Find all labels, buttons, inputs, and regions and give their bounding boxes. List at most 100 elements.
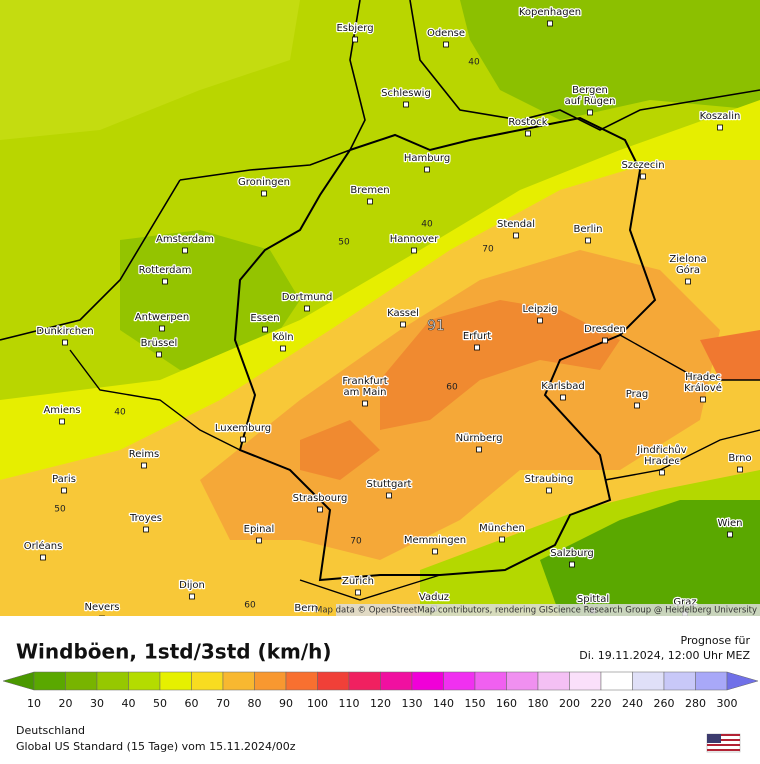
- city-label: Králové: [684, 382, 722, 394]
- city-label: Salzburg: [550, 548, 593, 559]
- city-marker: [256, 537, 262, 544]
- colorbar-tick-label: 40: [122, 697, 136, 710]
- city-label: Kassel: [387, 308, 419, 319]
- attribution: Map data © OpenStreetMap contributors, r…: [315, 606, 757, 616]
- city-label: Jindřichův: [636, 444, 686, 456]
- city-label: Luxemburg: [215, 423, 271, 434]
- city-marker: [634, 402, 640, 409]
- attribution-bg: [336, 604, 760, 616]
- colorbar-tick-label: 220: [591, 697, 612, 710]
- colorbar-segment: [695, 671, 728, 691]
- colorbar-segment: [191, 671, 224, 691]
- contour-label: 70: [482, 245, 494, 255]
- city-marker: [737, 466, 743, 473]
- colorbar-segment: [348, 671, 381, 691]
- city-marker: [474, 344, 480, 351]
- city-label: Orléans: [24, 540, 63, 552]
- germany-border: [233, 116, 657, 582]
- colorbar-tick-label: 260: [654, 697, 675, 710]
- colorbar-tick-label: 10: [27, 697, 41, 710]
- colorbar-segment: [285, 671, 318, 691]
- city-marker: [560, 394, 566, 401]
- city-label: Straubing: [525, 474, 574, 485]
- city-marker: [640, 173, 646, 180]
- city-label: Brüssel: [141, 338, 178, 349]
- colorbar-tick-label: 110: [339, 697, 360, 710]
- region: Deutschland: [16, 724, 85, 737]
- city-label: Amsterdam: [156, 234, 214, 245]
- city-marker: [352, 36, 358, 43]
- city-label: Dijon: [179, 580, 205, 591]
- city-label: Nürnberg: [456, 433, 503, 444]
- city-marker: [499, 536, 505, 543]
- contour-label: 50: [338, 238, 350, 248]
- colorbar-tick-label: 140: [433, 697, 454, 710]
- city-marker: [61, 487, 67, 494]
- city-label: Bergen: [572, 85, 608, 96]
- city-marker: [659, 469, 665, 476]
- colorbar-segment: [380, 671, 413, 691]
- model-run: Global US Standard (15 Tage) vom 15.11.2…: [16, 740, 296, 753]
- colorbar-tick-label: 280: [685, 697, 706, 710]
- colorbar-segment: [33, 671, 66, 691]
- forecast-time: Di. 19.11.2024, 12:00 Uhr MEZ: [579, 649, 750, 662]
- city-label: Schleswig: [381, 88, 431, 99]
- colorbar-segment: [569, 671, 602, 691]
- us-flag: [706, 733, 741, 753]
- colorbar-tick-label: 60: [185, 697, 199, 710]
- country-border: [69, 334, 760, 601]
- colorbar-tick-label: 130: [402, 697, 423, 710]
- city-label: Berlin: [573, 224, 602, 235]
- city-label: München: [479, 523, 525, 534]
- city-marker: [443, 41, 449, 48]
- colorbar-segment: [65, 671, 98, 691]
- city-label: Strasbourg: [293, 493, 348, 504]
- city-marker: [700, 396, 706, 403]
- colorbar-segment: [222, 671, 255, 691]
- colorbar-segment: [317, 671, 350, 691]
- city-label: Stendal: [497, 219, 535, 230]
- colorbar-segment: [128, 671, 161, 691]
- city-marker: [400, 321, 406, 328]
- colorbar-tick-label: 180: [528, 697, 549, 710]
- contour-label: 40: [114, 408, 126, 418]
- colorbar-segment: [632, 671, 665, 691]
- city-label: Paris: [52, 474, 76, 485]
- city-marker: [261, 190, 267, 197]
- contour-label: 60: [244, 601, 256, 611]
- city-marker: [159, 325, 165, 332]
- city-label: Hradec: [685, 372, 721, 383]
- city-marker: [240, 436, 246, 443]
- city-marker: [717, 124, 723, 131]
- city-label: Dortmund: [282, 292, 333, 303]
- green-area: [120, 230, 300, 370]
- sea-area: [0, 0, 300, 140]
- city-marker: [569, 561, 575, 568]
- contour-label: 40: [421, 220, 433, 230]
- title: Windböen, 1std/3std (km/h): [16, 640, 332, 664]
- colorbar-segment: [411, 671, 444, 691]
- city-label: Reims: [129, 449, 159, 460]
- city-label: Frankfurt: [342, 376, 387, 387]
- city-marker: [362, 400, 368, 407]
- colorbar-segment: [537, 671, 570, 691]
- peak-area: [700, 330, 760, 380]
- city-marker: [156, 351, 162, 358]
- colorbar-tick-label: 240: [622, 697, 643, 710]
- city-marker: [62, 339, 68, 346]
- city-marker: [685, 278, 691, 285]
- city-marker: [432, 548, 438, 555]
- city-marker: [602, 337, 608, 344]
- city-marker: [547, 20, 553, 27]
- colorbar-tick-label: 70: [216, 697, 230, 710]
- colorbar-segment: [600, 671, 633, 691]
- colorbar-tick-label: 20: [59, 697, 73, 710]
- colorbar-arrow: [726, 671, 759, 691]
- city-layer: Esbjerg Kopenhagen Odense Schleswig Bergenau…: [22, 6, 753, 623]
- contour-layer: 40 50 70 91 60 40 50 70 60 40: [54, 58, 494, 611]
- city-label: Prag: [626, 389, 648, 400]
- contour-label: 60: [446, 383, 458, 393]
- alpine-green: [540, 500, 760, 616]
- colorbar-tick-label: 50: [153, 697, 167, 710]
